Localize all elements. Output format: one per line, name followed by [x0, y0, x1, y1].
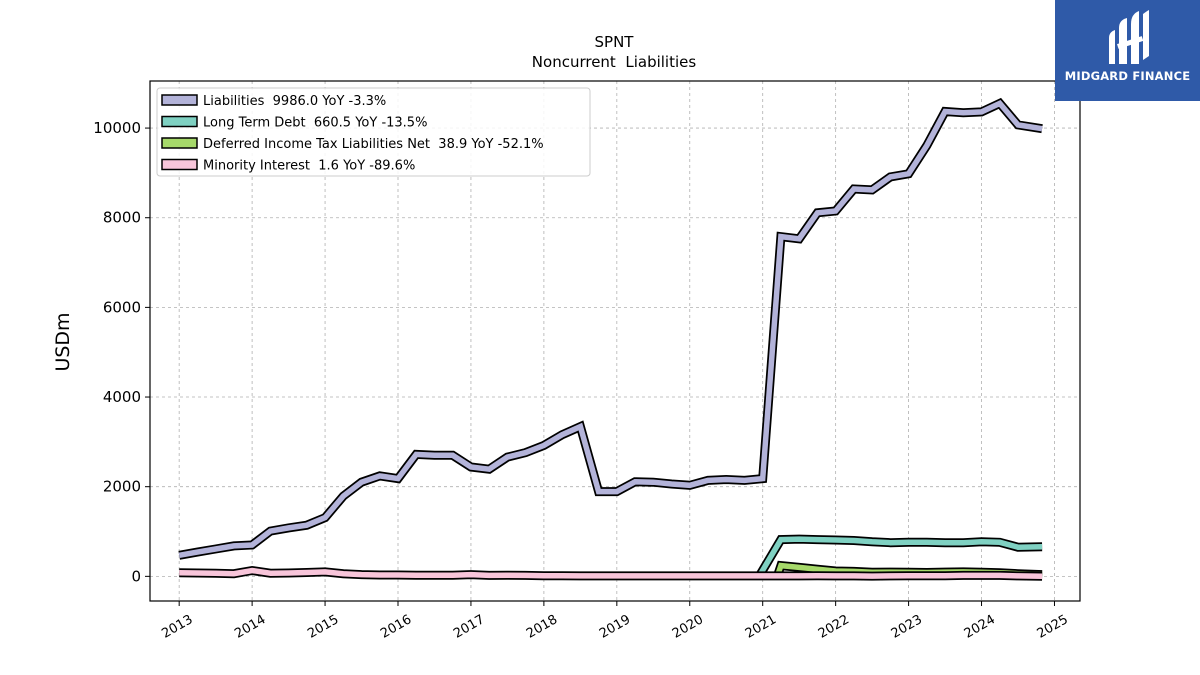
- legend-label: Liabilities 9986.0 YoY -3.3%: [203, 94, 386, 109]
- x-axis: 2013 2014 2015 2016 2017 2018 2019 2020 2021 2022…: [159, 601, 1071, 642]
- x-tick-label: 2015: [305, 612, 341, 642]
- logo-text: MIDGARD FINANCE: [1064, 69, 1191, 83]
- x-tick-label: 2022: [816, 612, 852, 642]
- chart-subtitle: Noncurrent Liabilities: [532, 53, 697, 71]
- midgard-logo-icon: [1109, 10, 1149, 64]
- series-line: [756, 536, 1043, 578]
- x-tick-label: 2017: [451, 612, 487, 642]
- legend-label: Deferred Income Tax Liabilities Net 38.9…: [203, 137, 544, 152]
- y-axis: 0 2000 4000 6000 8000 10000: [93, 119, 150, 585]
- x-tick-label: 2021: [743, 612, 779, 642]
- legend-box: [156, 87, 591, 177]
- chart-title: SPNT: [595, 33, 635, 51]
- y-tick-label: 8000: [103, 209, 141, 227]
- y-tick-label: 0: [131, 567, 141, 585]
- brand-logo: MIDGARD FINANCE: [1055, 0, 1200, 101]
- x-tick-label: 2025: [1035, 612, 1071, 642]
- legend-swatch: [161, 158, 198, 171]
- y-tick-label: 4000: [103, 388, 141, 406]
- x-tick-label: 2014: [232, 612, 268, 642]
- series-4: [179, 565, 1043, 581]
- series-line: [179, 567, 1043, 580]
- x-tick-label: 2019: [597, 612, 633, 642]
- legend-label: Long Term Debt 660.5 YoY -13.5%: [203, 116, 427, 131]
- y-axis-label: USDm: [52, 312, 74, 371]
- legend-swatch: [161, 94, 198, 106]
- y-tick-label: 2000: [103, 478, 141, 496]
- series-line: [178, 100, 1043, 559]
- legend: Liabilities 9986.0 YoY -3.3% Long Term De…: [156, 87, 591, 177]
- legend-label: Minority Interest 1.6 YoY -89.6%: [203, 159, 415, 174]
- plot-frame: [149, 80, 1081, 602]
- x-tick-label: 2018: [524, 612, 560, 642]
- legend-swatch: [161, 137, 198, 149]
- x-tick-label: 2016: [378, 612, 414, 642]
- y-tick-label: 6000: [103, 298, 141, 316]
- legend-swatch: [161, 115, 198, 128]
- y-tick-label: 10000: [93, 119, 141, 137]
- x-tick-label: 2020: [670, 612, 706, 642]
- x-tick-label: 2024: [962, 612, 998, 642]
- series-lines: [178, 97, 1043, 581]
- x-tick-label: 2023: [889, 612, 925, 642]
- x-tick-label: 2013: [159, 612, 195, 642]
- series-2: [755, 534, 1043, 579]
- series-1: [178, 97, 1043, 560]
